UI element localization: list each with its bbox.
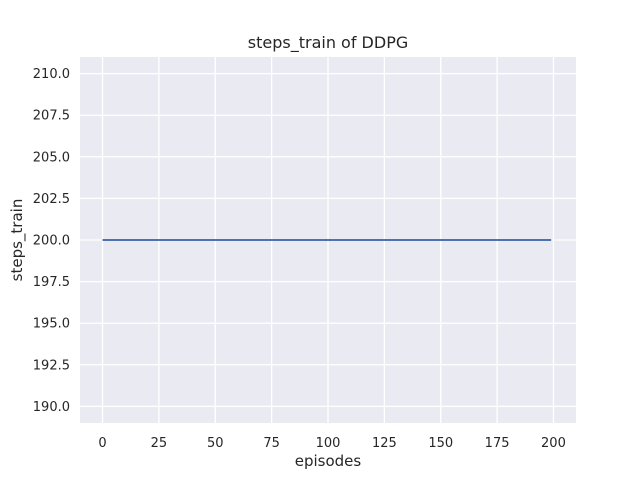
x-tick-label: 200 (541, 436, 566, 451)
y-tick-label: 200.0 (33, 234, 70, 249)
y-tick-label: 192.5 (33, 358, 70, 373)
chart-title: steps_train of DDPG (247, 33, 409, 52)
x-tick-label: 75 (263, 436, 280, 451)
y-tick-label: 210.0 (33, 67, 70, 82)
x-tick-label: 100 (316, 436, 341, 451)
x-axis-label: episodes (294, 452, 362, 470)
x-tick-label: 25 (151, 436, 168, 451)
y-tick-label: 197.5 (33, 275, 70, 290)
x-tick-label: 50 (207, 436, 224, 451)
y-axis-label: steps_train (8, 198, 26, 282)
y-tick-label: 190.0 (33, 400, 70, 415)
x-tick-label: 125 (372, 436, 397, 451)
x-tick-label: 150 (428, 436, 453, 451)
x-tick-label: 0 (98, 436, 106, 451)
y-tick-label: 202.5 (33, 192, 70, 207)
y-tick-label: 195.0 (33, 317, 70, 332)
x-tick-label: 175 (485, 436, 510, 451)
y-tick-label: 205.0 (33, 150, 70, 165)
y-tick-label: 207.5 (33, 109, 70, 124)
